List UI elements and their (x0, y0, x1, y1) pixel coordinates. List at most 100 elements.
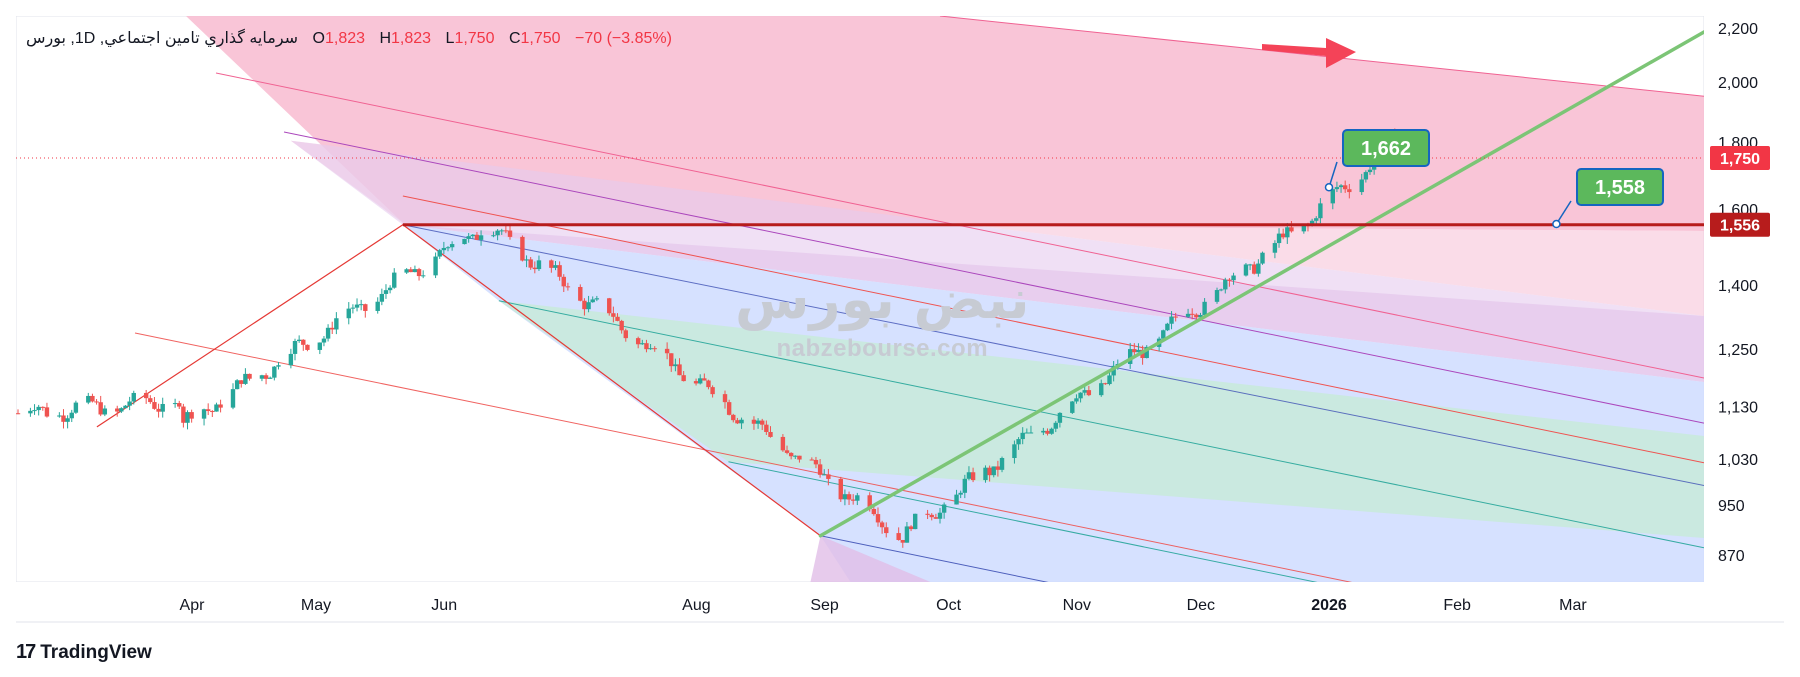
candle-body (28, 410, 33, 414)
candle-body (412, 269, 418, 273)
candle-body (1028, 432, 1034, 434)
candle-body (330, 327, 335, 330)
candle-body (1223, 279, 1228, 290)
channel-line-6 (134, 332, 1353, 582)
candle-body (1363, 172, 1369, 180)
chart-header: سرمايه گذاري تامين اجتماعي, 1D, بورس O1,… (26, 28, 672, 48)
candle-body (1165, 323, 1170, 331)
candle-body (999, 458, 1005, 470)
candle-body (850, 499, 856, 501)
candle-body (586, 302, 591, 310)
candle-body (1144, 346, 1149, 359)
candle-body (1107, 375, 1112, 385)
candle-body (536, 260, 542, 270)
candle-body (1231, 275, 1236, 281)
candle-body (855, 495, 860, 501)
candle-body (735, 420, 740, 424)
candle-body (350, 307, 356, 309)
candle-body (57, 415, 62, 417)
candle-body (1082, 390, 1087, 393)
red-arrow-icon (1262, 38, 1356, 68)
candle-body (1173, 316, 1178, 318)
callout-anchor[interactable] (1552, 219, 1561, 229)
candle-body (1198, 314, 1203, 318)
candle-body (61, 415, 66, 422)
candle-body (1314, 218, 1319, 221)
candle-body (768, 431, 773, 437)
candle-body (433, 256, 438, 276)
candle-body (1024, 432, 1030, 434)
candle-body (263, 375, 269, 379)
callout-box[interactable] (1576, 168, 1664, 206)
x-tick-label: Sep (810, 597, 839, 614)
tradingview-logo[interactable]: 17 TradingView (16, 641, 152, 664)
candle-body (491, 235, 496, 237)
candle-body (119, 408, 124, 412)
candle-body (420, 275, 426, 277)
y-tick-label: 1,130 (1718, 399, 1758, 416)
candle-body (148, 398, 153, 403)
candle-body (36, 406, 41, 411)
candle-body (470, 234, 475, 237)
candle-body (449, 244, 455, 248)
callout-box[interactable] (1342, 129, 1430, 167)
candle-body (73, 402, 79, 413)
candle-body (549, 260, 554, 268)
candle-body (615, 316, 620, 321)
candle-body (635, 338, 641, 345)
candle-body (478, 235, 484, 240)
candle-body (1285, 227, 1290, 238)
candle-body (445, 247, 451, 249)
candle-body (673, 364, 678, 367)
price-tag (1710, 212, 1770, 237)
candle-body (98, 402, 103, 415)
candle-body (1103, 383, 1108, 385)
x-tick-label: Jun (431, 597, 457, 614)
symbol-name[interactable]: سرمايه گذاري تامين اجتماعي, 1D, بورس (26, 30, 299, 47)
candle-body (462, 238, 467, 245)
candle-body (334, 318, 339, 330)
pitchfork-green-zone (498, 300, 1704, 538)
channel-line-4 (402, 195, 1704, 464)
tradingview-logo-icon: 17 (16, 641, 36, 663)
candle-body (528, 259, 533, 268)
candle-body (611, 313, 616, 317)
candle-body (1218, 289, 1224, 291)
candle-body (16, 413, 21, 415)
candle-body (1190, 313, 1195, 315)
candle-body (900, 540, 905, 543)
candle-body (363, 304, 368, 311)
candles (16, 128, 1398, 548)
candle-body (181, 406, 186, 423)
candle-body (826, 474, 831, 479)
high-label: H (379, 30, 392, 47)
candle-body (884, 527, 889, 534)
candle-body (131, 392, 136, 402)
candle-body (276, 365, 281, 367)
channel-line-5 (498, 300, 1704, 549)
uptrend-line[interactable] (818, 30, 1704, 538)
candle-body (143, 392, 149, 399)
candle-body (1256, 263, 1261, 274)
candle-body (152, 402, 157, 409)
candle-body (669, 353, 674, 367)
candle-body (1053, 422, 1058, 429)
candle-body (392, 272, 397, 288)
candle-body (619, 320, 624, 331)
candle-body (358, 304, 364, 306)
candle-body (40, 406, 46, 408)
candle-body (623, 330, 628, 339)
candle-body (495, 230, 500, 236)
candle-body (565, 286, 571, 288)
candle-body (375, 301, 380, 311)
candle-body (954, 494, 959, 505)
candle-body (1367, 169, 1373, 173)
candle-body (532, 267, 538, 270)
y-tick-label: 1,400 (1718, 278, 1758, 295)
callout-anchor[interactable] (1324, 183, 1334, 192)
channel-line-8 (820, 535, 1049, 582)
candle-body (288, 353, 294, 366)
candle-body (582, 300, 587, 310)
y-tick-label: 2,000 (1718, 75, 1758, 92)
